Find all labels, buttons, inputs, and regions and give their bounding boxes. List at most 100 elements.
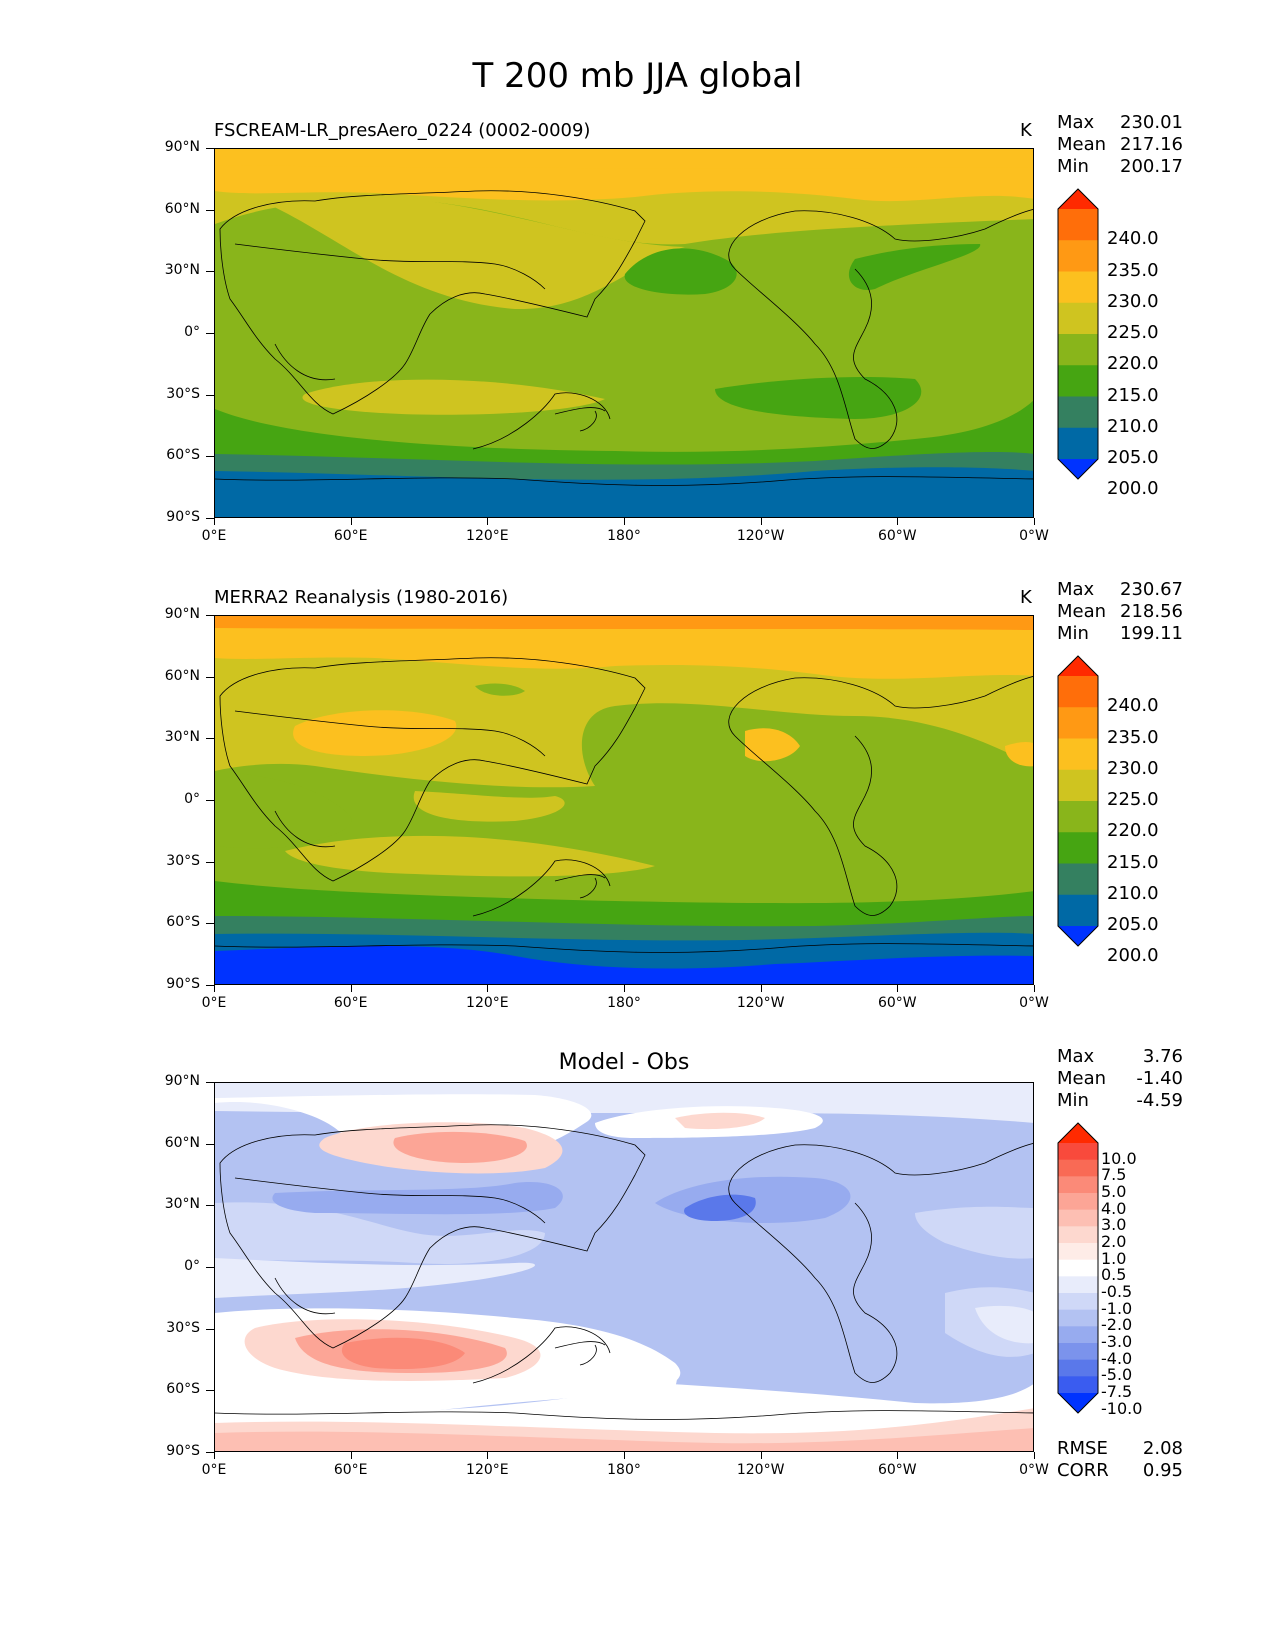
map-plot: [214, 1082, 1034, 1452]
map-plot: [214, 148, 1034, 518]
x-tick-mark: [350, 1452, 352, 1459]
colorbar-tick-label: 220.0: [1107, 820, 1159, 842]
y-tick-label: 30°S: [166, 1319, 200, 1336]
colorbar-tick-label: 230.0: [1107, 757, 1159, 779]
corr-label: CORR: [1057, 1460, 1109, 1481]
x-tick-mark: [624, 1452, 625, 1459]
colorbar-tick-label: 2.0: [1101, 1232, 1127, 1251]
colorbar: 240.0 235.0 230.0 225.0 220.0 215.0 210.0 205.0…: [1057, 188, 1159, 498]
y-tick-label: 30°S: [166, 852, 200, 869]
panel-title: FSCREAM-LR_presAero_0224 (0002-0009): [214, 120, 591, 141]
y-tick-mark: [206, 209, 214, 211]
x-tick-label: 60°W: [877, 1462, 917, 1478]
y-tick-label: 60°S: [166, 1381, 200, 1398]
colorbar-segment: [1058, 240, 1098, 272]
y-tick-mark: [206, 1452, 214, 1453]
colorbar-tick-label: 200.0: [1107, 478, 1159, 500]
x-tick-label: 60°E: [333, 1462, 368, 1478]
colorbar-segment: [1058, 427, 1098, 460]
colorbar-tick-label: -7.5: [1101, 1382, 1133, 1401]
colorbar-segment: [1058, 1326, 1098, 1344]
y-tick-mark: [206, 800, 214, 801]
x-tick-mark: [350, 518, 352, 525]
stat-mean-value: 218.56: [1120, 601, 1183, 622]
x-tick-label: 180°: [607, 1462, 641, 1478]
x-tick-label: 60°W: [877, 995, 917, 1011]
colorbar-tick-label: 4.0: [1101, 1198, 1127, 1218]
y-tick-mark: [206, 861, 214, 863]
stat-min-label: Min: [1057, 156, 1089, 177]
x-tick-label: 120°E: [466, 528, 509, 544]
y-tick-label: 90°S: [166, 1443, 200, 1459]
y-tick-mark: [206, 333, 214, 334]
figure-title: T 200 mb JJA global: [472, 56, 803, 96]
colorbar-segment: [1058, 832, 1098, 864]
colorbar-tick-label: 230.0: [1107, 290, 1159, 312]
y-tick-mark: [206, 394, 214, 396]
colorbar-segment: [1058, 1309, 1098, 1327]
colorbar-segment: [1058, 1276, 1098, 1294]
colorbar-segment: [1058, 209, 1098, 241]
x-tick-mark: [897, 985, 899, 992]
colorbar-tick-label: -4.0: [1101, 1348, 1133, 1368]
colorbar-max-extension: [1058, 656, 1098, 676]
x-tick-mark: [624, 985, 625, 992]
colorbar-tick-label: -2.0: [1101, 1315, 1133, 1335]
x-tick-mark: [624, 518, 625, 525]
colorbar-tick-label: 235.0: [1107, 259, 1159, 281]
colorbar-segment: [1058, 676, 1098, 708]
stat-max-value: 230.01: [1120, 112, 1183, 133]
colorbar-tick-label: -0.5: [1101, 1282, 1133, 1301]
y-tick-mark: [206, 271, 214, 273]
colorbar-segment: [1058, 302, 1098, 335]
colorbar-tick-label: 215.0: [1107, 851, 1159, 873]
stat-min-value: 199.11: [1120, 623, 1183, 644]
colorbar-tick-label: 210.0: [1107, 415, 1159, 437]
stat-mean-value: 217.16: [1120, 134, 1183, 155]
stats-box: Max 230.01 Mean 217.16 Min 200.17: [1057, 112, 1183, 178]
colorbar-max-extension: [1058, 189, 1098, 209]
y-tick-label: 30°N: [164, 262, 200, 279]
y-tick-label: 60°N: [164, 667, 200, 684]
map-contours: [215, 149, 1033, 517]
x-tick-label: 0°E: [201, 528, 227, 544]
y-tick-mark: [206, 1390, 214, 1392]
y-tick-mark: [206, 1143, 214, 1145]
colorbar-swatches: [1057, 188, 1099, 480]
rmse-value: 2.08: [1142, 1438, 1183, 1459]
x-tick-label: 60°E: [333, 528, 368, 544]
colorbar-segment: [1058, 1159, 1098, 1177]
y-tick-mark: [206, 1328, 214, 1330]
colorbar-segment: [1058, 1226, 1098, 1244]
y-tick-label: 30°S: [166, 385, 200, 402]
x-tick-label: 0°W: [1019, 1462, 1049, 1478]
x-tick-label: 120°W: [736, 995, 785, 1011]
panel-title: Model - Obs: [558, 1050, 690, 1075]
x-tick-mark: [487, 985, 489, 992]
stat-mean-value: -1.40: [1136, 1068, 1183, 1089]
map-contours: [215, 1083, 1033, 1451]
x-tick-label: 0°E: [201, 995, 227, 1011]
colorbar-segment: [1058, 1143, 1098, 1161]
panel-unit: K: [1020, 120, 1032, 141]
colorbar-tick-label: 5.0: [1101, 1182, 1127, 1201]
colorbar-segment: [1058, 738, 1098, 771]
colorbar-tick-label: -1.0: [1101, 1298, 1133, 1318]
x-tick-label: 0°W: [1019, 528, 1049, 544]
colorbar-tick-label: 200.0: [1107, 945, 1159, 967]
y-tick-mark: [206, 738, 214, 740]
y-tick-mark: [206, 676, 214, 678]
x-tick-label: 180°: [607, 995, 641, 1011]
y-tick-mark: [206, 456, 214, 458]
metrics-box: RMSE 2.08 CORR 0.95: [1057, 1438, 1183, 1482]
panel-model: FSCREAM-LR_presAero_0224 (0002-0009) K: [0, 112, 1275, 590]
colorbar-min-extension: [1058, 926, 1098, 946]
y-tick-label: 30°N: [164, 1196, 200, 1213]
colorbar-segment: [1058, 863, 1098, 896]
x-tick-label: 120°E: [466, 995, 509, 1011]
colorbar-swatches: [1057, 1122, 1099, 1414]
colorbar-segment: [1058, 769, 1098, 802]
colorbar-segment: [1058, 801, 1098, 833]
colorbar-tick-label: 10.0: [1101, 1148, 1137, 1168]
colorbar-tick-label: 1.0: [1101, 1248, 1127, 1268]
